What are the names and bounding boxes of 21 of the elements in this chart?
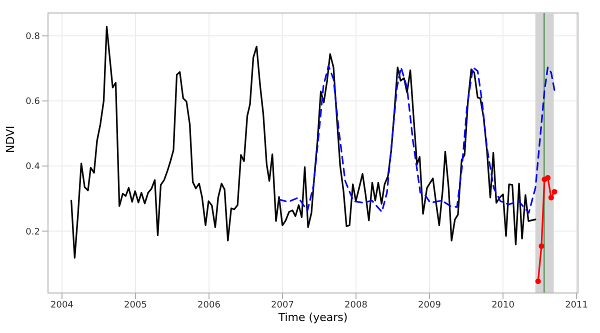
x-tick-label: 2005 [124,300,147,310]
y-tick-label: 0.4 [26,162,40,172]
point [535,278,541,284]
x-tick-label: 2006 [198,300,221,310]
y-axis-title: NDVI [4,126,17,153]
point [544,174,551,181]
point [552,188,558,195]
y-tick-label: 0.6 [26,97,40,108]
line-series [70,26,536,259]
x-axis-title: Time (years) [277,311,348,324]
x-tick-label: 2008 [344,300,368,310]
x-tick-label: 2009 [418,300,442,310]
x-tick-label: 2011 [565,300,588,310]
point [538,243,544,249]
x-tick-label: 2010 [492,300,515,310]
y-tick-label: 0.2 [26,227,40,238]
point [548,194,554,200]
line-series [278,64,556,214]
x-tick-label: 2007 [271,300,294,310]
x-tick-label: 2004 [50,300,74,310]
y-tick-label: 0.8 [26,32,40,42]
